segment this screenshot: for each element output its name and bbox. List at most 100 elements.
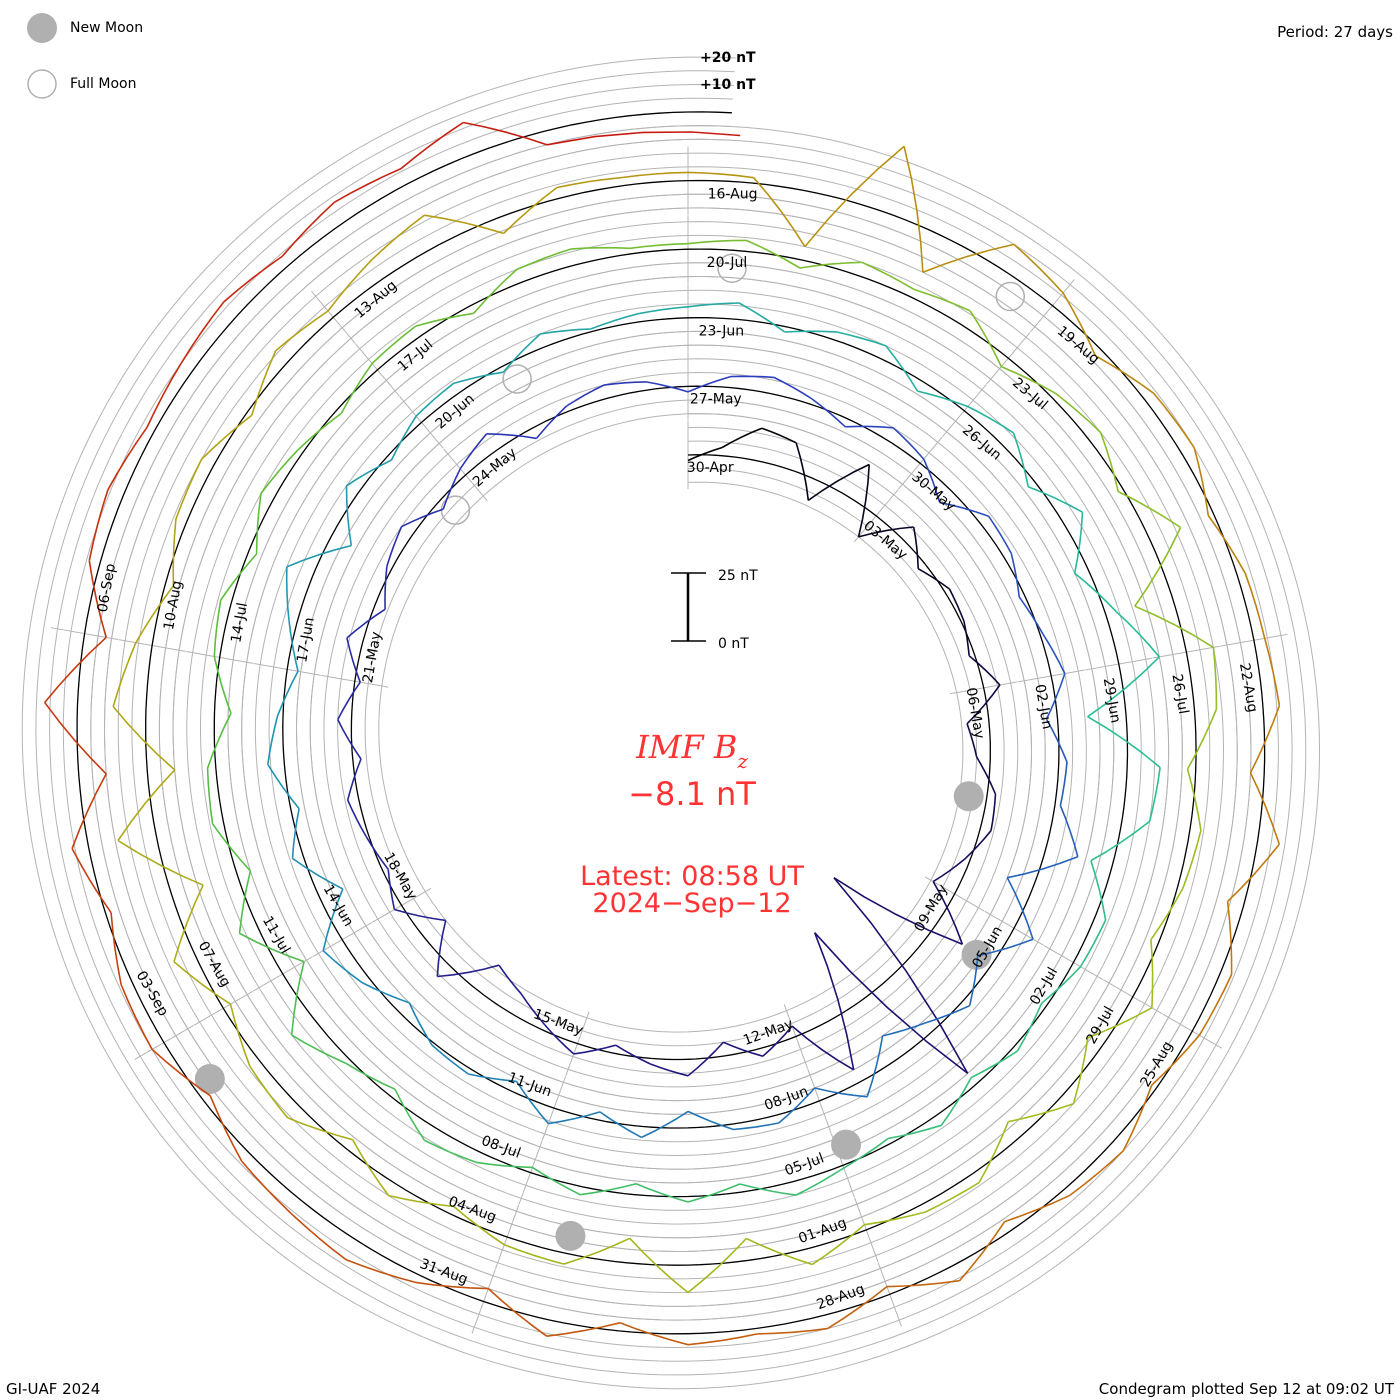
bz-segment: [1115, 611, 1160, 658]
bz-segment: [948, 588, 965, 622]
bz-segment: [1094, 355, 1155, 394]
bz-segment: [833, 877, 963, 946]
bz-segment: [1150, 887, 1184, 941]
bz-segment: [556, 176, 623, 189]
full-moon-icon: [502, 364, 532, 394]
bz-segment: [516, 248, 572, 271]
bz-segment: [540, 328, 591, 335]
bz-segment: [1042, 633, 1066, 674]
date-label: 29-Jun: [1100, 677, 1124, 725]
bz-segment: [1263, 638, 1281, 706]
bz-segment: [238, 870, 252, 934]
bz-segment: [1016, 1002, 1043, 1052]
grid-spiral: [62, 97, 1279, 1349]
plus10-label: +10 nT: [700, 77, 756, 93]
bz-segment: [590, 312, 639, 330]
bz-segment: [761, 427, 797, 444]
bz-segment: [1018, 596, 1044, 635]
bz-segment: [386, 526, 403, 567]
credit-label: GI-UAF 2024: [6, 1380, 101, 1398]
bz-segment: [687, 1041, 724, 1077]
bz-segment: [753, 177, 806, 248]
new-moon-icon: [953, 781, 984, 812]
bz-segment: [795, 1167, 845, 1196]
date-label: 26-Jun: [959, 422, 1004, 464]
latest-date: 2024−Sep−12: [592, 888, 791, 919]
bz-segment: [969, 310, 1003, 367]
bz-segment: [1045, 718, 1068, 763]
bz-segment: [1148, 767, 1161, 822]
bz-segment: [365, 835, 389, 870]
bz-segment: [275, 310, 329, 352]
bz-segment: [415, 1281, 489, 1290]
full-moon-icon: [717, 253, 747, 283]
bz-segment: [1006, 877, 1034, 940]
date-label: 29-Jul: [1083, 1004, 1117, 1047]
bz-segment: [229, 1004, 251, 1067]
bz-segment: [958, 1221, 1006, 1282]
bz-segment: [437, 964, 500, 978]
plus20-label: +20 nT: [700, 50, 756, 66]
bz-segment: [346, 758, 362, 801]
bz-segment: [394, 1088, 426, 1141]
date-label: 23-Jul: [1009, 375, 1050, 413]
bz-segment: [322, 950, 363, 984]
new-moon-legend-label: New Moon: [70, 20, 143, 36]
date-label: 02-Jul: [1027, 965, 1061, 1008]
new-moon-icon: [194, 1063, 225, 1094]
moon-markers: [194, 253, 1026, 1251]
bz-segment: [151, 1048, 211, 1097]
grid-spiral: [103, 138, 1238, 1307]
date-label: 20-Jul: [707, 255, 748, 271]
bz-segment: [112, 642, 137, 707]
bz-segment: [475, 1161, 533, 1169]
date-label: 12-May: [741, 1016, 795, 1049]
date-label: 16-Aug: [708, 187, 758, 203]
bz-segment: [811, 398, 846, 428]
bz-segment: [1055, 392, 1102, 434]
bz-segment: [504, 1243, 565, 1265]
bz-segment: [566, 384, 605, 407]
bz-segment: [71, 848, 112, 914]
bz-segment: [267, 764, 300, 810]
bz-segment: [390, 415, 417, 461]
bz-segment: [220, 553, 258, 601]
bz-segment: [814, 1087, 868, 1098]
scale-bar: [671, 572, 706, 642]
bz-segment: [886, 1279, 960, 1288]
bz-segment: [885, 345, 919, 392]
bz-segment: [687, 1333, 758, 1346]
bz-segment: [687, 446, 723, 462]
new-moon-icon: [961, 939, 992, 970]
bz-segment: [337, 681, 361, 720]
bz-segment: [630, 242, 689, 250]
bz-segment: [473, 268, 518, 314]
bz-segment: [1193, 447, 1210, 516]
bz-segment: [1013, 243, 1064, 294]
new-moon-icon: [555, 1220, 586, 1251]
bz-segment: [255, 493, 262, 554]
bz-segment: [913, 288, 971, 312]
bz-segment: [285, 566, 290, 621]
bz-segment: [346, 637, 361, 683]
bz-segment: [468, 1073, 517, 1083]
bz-segment: [939, 501, 989, 517]
bz-segment: [811, 1224, 865, 1266]
bz-segment: [858, 526, 914, 538]
bz-segment: [1186, 708, 1218, 770]
bz-segment: [387, 869, 396, 910]
date-label: 08-Jun: [762, 1083, 810, 1114]
bz-segment: [1012, 432, 1029, 487]
bz-segment: [1041, 966, 1082, 1004]
bz-segment: [503, 186, 558, 234]
bz-segment: [799, 261, 862, 269]
bz-segment: [267, 715, 279, 765]
bz-segment: [498, 964, 522, 995]
bz-segment: [866, 1035, 884, 1098]
bz-segment: [970, 1050, 1019, 1079]
bz-segment: [286, 544, 352, 568]
bz-segment: [71, 773, 107, 849]
bz-segment: [340, 363, 373, 414]
date-label: 23-Jun: [699, 323, 745, 339]
